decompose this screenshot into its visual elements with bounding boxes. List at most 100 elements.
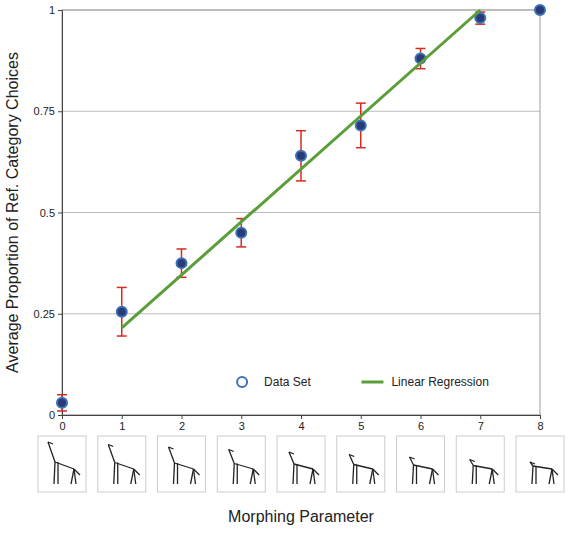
y-tick-label: 0 (49, 409, 55, 421)
stick-line (410, 457, 415, 459)
data-point (535, 5, 545, 15)
stick-line (430, 469, 433, 484)
stick-line (492, 469, 498, 475)
error-bar-cap (296, 180, 306, 182)
stick-line (353, 465, 354, 485)
x-tick-mark (480, 415, 481, 419)
stick-line (108, 445, 115, 463)
y-tick-label: 0.75 (34, 105, 55, 117)
morph-image (217, 436, 265, 492)
x-tick-label: 7 (478, 420, 484, 432)
x-tick-label: 4 (298, 420, 304, 432)
x-tick: 7 (478, 415, 484, 432)
stick-line (310, 469, 313, 484)
stick-line (289, 452, 294, 454)
x-tick: 6 (418, 415, 424, 432)
image-frame (38, 436, 86, 492)
legend-swatch (237, 377, 247, 387)
y-tick: 0.75 (34, 105, 62, 117)
y-tick-mark (58, 111, 62, 112)
morph-image (38, 436, 86, 492)
x-tick-mark (540, 415, 541, 419)
morph-image (516, 436, 564, 492)
y-tick-label: 0.5 (40, 207, 55, 219)
x-tick-mark (241, 415, 242, 419)
plot-frame (62, 10, 540, 415)
x-tick-mark (182, 415, 183, 419)
y-tick: 0.25 (34, 308, 62, 320)
image-frame (516, 436, 564, 492)
x-tick-label: 0 (59, 420, 65, 432)
stick-line (117, 463, 118, 485)
x-tick: 1 (119, 415, 125, 432)
error-bar (57, 395, 67, 411)
x-tick: 3 (239, 415, 245, 432)
legend-item: Linear Regression (361, 375, 488, 389)
stick-line (131, 469, 134, 484)
y-axis-title: Average Proportion of Ref. Category Choi… (4, 52, 21, 373)
morph-images (38, 436, 564, 492)
data-point (356, 120, 366, 130)
stick-line (552, 469, 558, 475)
stick-line (54, 462, 55, 484)
stick-line (530, 462, 535, 464)
plot-marks (57, 5, 545, 411)
y-tick-mark (58, 10, 62, 11)
stick-line (356, 465, 357, 485)
stick-line (296, 464, 297, 484)
stick-line (349, 455, 354, 457)
stick-line (413, 465, 414, 484)
stick-line (48, 442, 53, 444)
morph-image (277, 436, 325, 492)
x-tick-label: 3 (239, 420, 245, 432)
stick-line (470, 460, 475, 462)
stick-line (229, 450, 234, 452)
y-tick-mark (58, 415, 62, 416)
x-tick-mark (361, 415, 362, 419)
legend-label: Linear Regression (391, 375, 488, 389)
error-bar-cap (356, 102, 366, 104)
stick-line (373, 469, 379, 475)
stick-line (253, 469, 259, 475)
morph-image (456, 436, 504, 492)
error-bar-cap (177, 248, 187, 250)
y-tick: 0.5 (40, 207, 62, 219)
y-tick-label: 1 (49, 4, 55, 16)
stick-line (74, 469, 80, 475)
grid-line (62, 313, 540, 314)
stick-line (289, 452, 294, 464)
stick-line (134, 469, 140, 475)
data-point (117, 307, 127, 317)
y-axis: 0 0.25 0.5 0.75 1 (34, 4, 63, 421)
error-bar-cap (57, 394, 67, 396)
error-bar-cap (117, 287, 127, 289)
morph-image (158, 436, 206, 492)
legend-label: Data Set (264, 375, 311, 389)
error-bar-cap (416, 68, 426, 70)
regression-line (122, 10, 481, 328)
stick-line (370, 469, 373, 484)
x-tick-label: 8 (537, 420, 543, 432)
grid-line (62, 111, 540, 112)
x-axis: 012345678 (59, 415, 543, 432)
y-tick-mark (58, 314, 62, 315)
stick-line (191, 469, 194, 484)
stick-line (293, 464, 294, 484)
y-tick-label: 0.25 (34, 308, 55, 320)
error-bar-cap (57, 410, 67, 412)
stick-line (472, 466, 473, 485)
grid-line (62, 212, 540, 213)
stick-line (416, 465, 417, 484)
morph-image (337, 436, 385, 492)
stick-line (194, 469, 200, 475)
error-bar-cap (356, 147, 366, 149)
error-bar-cap (296, 130, 306, 132)
stick-line (71, 469, 74, 484)
data-point (57, 398, 67, 408)
image-frame (217, 436, 265, 492)
data-point (296, 151, 306, 161)
legend: Data Set Linear Regression (237, 375, 489, 389)
image-frame (337, 436, 385, 492)
x-tick: 0 (59, 415, 65, 432)
error-bar (117, 287, 127, 336)
